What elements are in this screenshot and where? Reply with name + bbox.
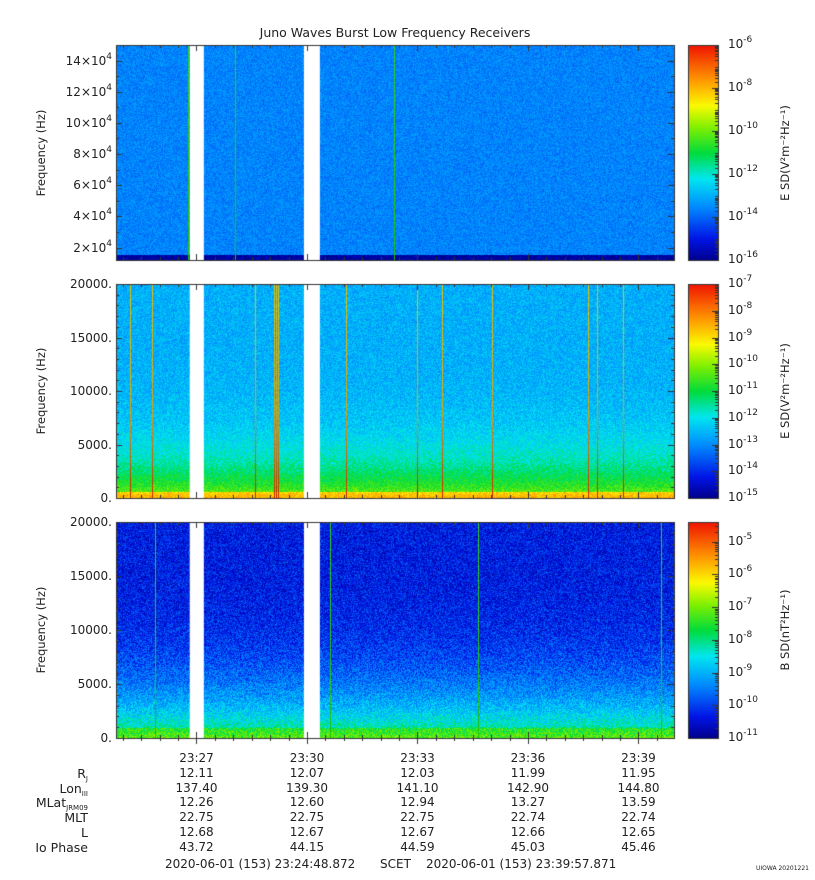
ephemeris-value: 12.11 [179,766,214,780]
colorbar-tick-label: 10-9 [728,328,753,345]
colorbar-tick-label: 10-14 [728,207,758,224]
ephemeris-label: Io Phase [35,840,88,855]
colorbar-title: B SD(nT²Hz⁻¹) [778,589,792,671]
y-tick-label: 5000. [77,677,112,691]
ephemeris-value: 13.59 [621,795,656,809]
colorbar-tick-label: 10-7 [728,597,753,614]
ephemeris-value: 12.65 [621,825,656,839]
y-tick-label: 15000. [70,331,112,345]
ephemeris-value: 144.80 [617,781,660,795]
y-tick-label: 6×104 [73,176,112,193]
ephemeris-value: 44.15 [289,840,325,854]
colorbar-tick-label: 10-8 [728,78,753,95]
y-tick-label: 20000. [70,277,112,291]
ephemeris-value: 12.67 [289,825,325,839]
ephemeris-value: 12.26 [179,795,214,809]
colorbar-tick-label: 10-6 [728,564,753,581]
y-axis-title: Frequency (Hz) [34,586,48,674]
y-tick-label: 10000. [70,384,112,398]
y-tick-label: 10000. [70,623,112,637]
x-tick-label: 23:30 [289,751,325,765]
colorbar-tick-label: 10-14 [728,461,758,478]
ephemeris-value: 12.60 [289,795,325,809]
ephemeris-label: L [81,825,88,840]
ephemeris-value: 22.74 [621,810,656,824]
y-axis-title: Frequency (Hz) [34,347,48,435]
y-tick-label: 12×104 [65,83,112,100]
y-tick-label: 0. [100,491,112,505]
ephemeris-value: 11.95 [621,766,656,780]
y-tick-label: 15000. [70,569,112,583]
colorbar-tick-label: 10-8 [728,301,753,318]
y-tick-label: 0. [100,731,112,745]
footer-start-time: 2020-06-01 (153) 23:24:48.872 [165,857,356,871]
y-tick-label: 4×104 [73,207,112,224]
colorbar-tick-label: 10-10 [728,695,758,712]
colorbar-tick-label: 10-11 [728,381,758,398]
colorbar-title: E SD(V²m⁻²Hz⁻¹) [778,343,792,439]
ephemeris-value: 137.40 [175,781,218,795]
colorbar-tick-label: 10-13 [728,435,758,452]
ephemeris-value: 45.46 [621,840,656,854]
uiowa-stamp: UIOWA 20201221 [755,865,809,872]
colorbar-tick-label: 10-15 [728,488,758,505]
ephemeris-value: 45.03 [510,840,546,854]
x-tick-label: 23:36 [510,751,546,765]
y-tick-label: 5000. [77,438,112,452]
ephemeris-label: MLT [64,810,88,825]
x-tick-label: 23:39 [621,751,656,765]
x-tick-label: 23:27 [179,751,214,765]
y-tick-label: 2×104 [73,239,112,256]
ephemeris-value: 142.90 [506,781,549,795]
ephemeris-value: 12.66 [510,825,546,839]
colorbar-tick-label: 10-12 [728,408,758,425]
ephemeris-value: 139.30 [285,781,328,795]
colorbar-tick-label: 10-10 [728,121,758,138]
ephemeris-value: 12.03 [400,766,435,780]
colorbar-tick-label: 10-6 [728,35,753,52]
chart-title: Juno Waves Burst Low Frequency Receivers [259,25,531,40]
colorbar-tick-label: 10-12 [728,164,758,181]
ephemeris-label: MLatJRM09 [35,795,88,812]
ephemeris-value: 12.68 [179,825,214,839]
colorbar-tick-label: 10-7 [728,274,753,291]
colorbar-tick-label: 10-8 [728,630,753,647]
colorbar-tick-label: 10-9 [728,663,753,680]
colorbar-title: E SD(V²m⁻²Hz⁻¹) [778,104,792,201]
colorbar-tick-label: 10-16 [728,250,758,267]
ephemeris-value: 141.10 [396,781,439,795]
y-axis-title: Frequency (Hz) [34,109,48,196]
y-tick-label: 20000. [70,515,112,529]
x-tick-label: 23:33 [400,751,435,765]
y-tick-label: 14×104 [65,52,112,69]
ephemeris-value: 44.59 [400,840,435,854]
ephemeris-value: 12.94 [400,795,435,809]
ephemeris-label: LonIII [59,781,88,798]
ephemeris-value: 12.67 [400,825,435,839]
ephemeris-value: 13.27 [510,795,546,809]
footer-end-time: 2020-06-01 (153) 23:39:57.871 [426,857,617,871]
colorbar-tick-label: 10-11 [728,728,758,745]
colorbar-tick-label: 10-10 [728,354,758,371]
ephemeris-value: 22.75 [289,810,325,824]
ephemeris-value: 22.75 [179,810,214,824]
footer-scet: SCET [380,857,411,871]
ephemeris-value: 22.74 [510,810,546,824]
y-tick-label: 10×104 [65,114,112,131]
colorbar-tick-label: 10-5 [728,532,753,549]
ephemeris-value: 43.72 [179,840,214,854]
ephemeris-value: 22.75 [400,810,435,824]
y-tick-label: 8×104 [73,145,112,162]
ephemeris-value: 12.07 [289,766,325,780]
ephemeris-value: 11.99 [510,766,546,780]
ephemeris-label: RJ [77,766,88,783]
